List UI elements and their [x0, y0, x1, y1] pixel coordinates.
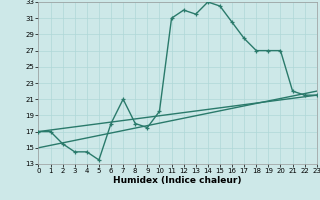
- X-axis label: Humidex (Indice chaleur): Humidex (Indice chaleur): [113, 176, 242, 185]
